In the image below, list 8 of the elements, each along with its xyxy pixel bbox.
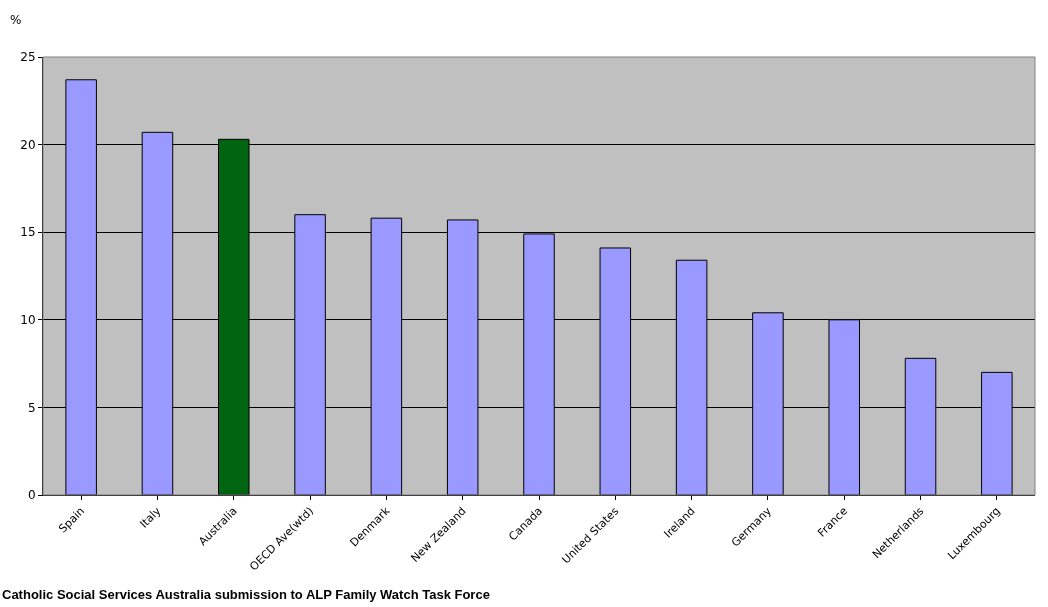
y-tick-label: 0	[27, 488, 36, 503]
y-tick-label: 5	[27, 400, 36, 415]
y-tick-label: 10	[20, 313, 36, 327]
y-tick-label: 20	[20, 137, 36, 152]
y-tick-label: 15	[20, 225, 36, 240]
y-axis-title: %	[10, 13, 22, 27]
y-tick-label: 25	[20, 50, 36, 65]
text: Catholic Social Services Australia submission to ALP Family Watch Task Force	[2, 587, 490, 602]
